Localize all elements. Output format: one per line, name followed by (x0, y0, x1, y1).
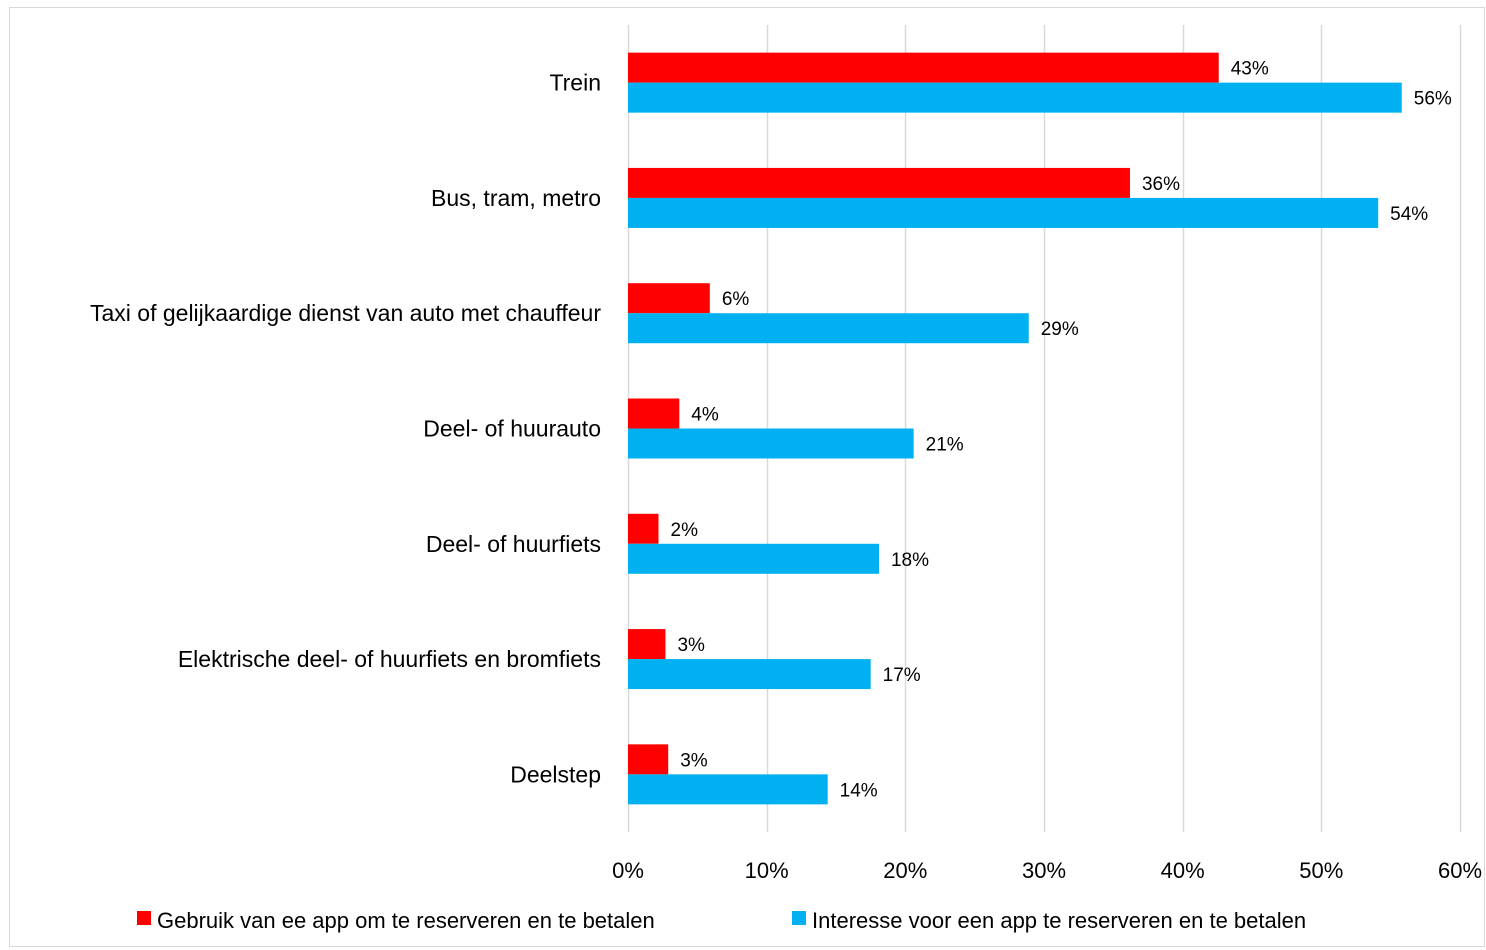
bar-series-2 (628, 774, 828, 805)
category-label: Deel- of huurauto (423, 416, 601, 442)
category-label: Deelstep (510, 761, 601, 787)
data-label: 56% (1414, 89, 1452, 110)
bar-series-1 (628, 283, 710, 314)
bar-series-1 (628, 167, 1130, 198)
data-label: 54% (1390, 204, 1428, 225)
legend: Gebruik van ee app om te reserveren en t… (137, 908, 1306, 933)
bar-series-2 (628, 197, 1379, 228)
x-tick-label: 60% (1438, 858, 1482, 883)
x-tick-labels: 0% 10% 20% 30% 40% 50% 60% (612, 858, 1482, 883)
bar-series-2 (628, 428, 914, 459)
bars (628, 52, 1402, 805)
data-label: 18% (891, 550, 929, 571)
category-label: Bus, tram, metro (431, 185, 601, 211)
data-label: 4% (691, 405, 719, 426)
legend-swatch-series-2 (792, 911, 806, 925)
bar-series-1 (628, 513, 659, 544)
x-tick-label: 20% (883, 858, 927, 883)
x-tick-label: 0% (612, 858, 644, 883)
data-label: 43% (1231, 59, 1269, 80)
bar-series-1 (628, 398, 680, 429)
data-label: 17% (883, 665, 921, 686)
legend-label-series-2: Interesse voor een app te reserveren en … (812, 908, 1306, 933)
data-label: 3% (680, 750, 708, 771)
data-label: 14% (840, 780, 878, 801)
bar-series-1 (628, 744, 669, 775)
data-label: 3% (677, 635, 705, 656)
bar-series-2 (628, 82, 1402, 113)
data-label: 36% (1142, 174, 1180, 195)
legend-swatch-series-1 (137, 911, 151, 925)
x-tick-label: 30% (1022, 858, 1066, 883)
gridlines (627, 25, 1462, 832)
chart-frame (9, 7, 1485, 947)
x-tick-label: 10% (745, 858, 789, 883)
bar-series-2 (628, 313, 1029, 344)
category-labels: Trein Bus, tram, metro Taxi of gelijkaardi… (90, 70, 601, 788)
bar-series-2 (628, 543, 879, 574)
x-tick-label: 40% (1161, 858, 1205, 883)
x-tick-label: 50% (1299, 858, 1343, 883)
data-label: 29% (1041, 319, 1079, 340)
bar-series-2 (628, 659, 871, 690)
data-labels: 43% 56% 36% 54% 6% 29% 4% 21% 2% 18% 3% 17% 3% 14% (671, 59, 1452, 802)
data-label: 6% (722, 289, 750, 310)
data-label: 2% (671, 520, 699, 541)
category-label: Taxi of gelijkaardige dienst van auto me… (90, 300, 601, 326)
category-label: Trein (549, 70, 601, 96)
category-label: Deel- of huurfiets (426, 531, 601, 557)
category-label: Elektrische deel- of huurfiets en bromfi… (178, 646, 601, 672)
bar-series-1 (628, 629, 666, 660)
legend-label-series-1: Gebruik van ee app om te reserveren en t… (157, 908, 655, 933)
data-label: 21% (926, 435, 964, 456)
bar-series-1 (628, 52, 1219, 83)
